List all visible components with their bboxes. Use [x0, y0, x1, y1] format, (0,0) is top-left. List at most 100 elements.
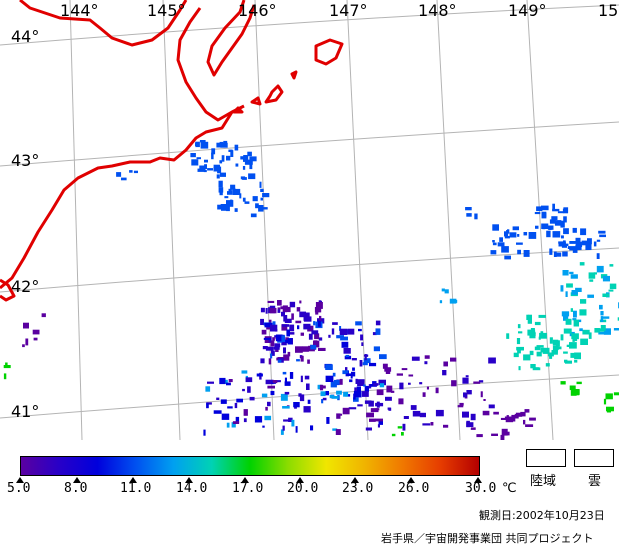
sst-pixel: [284, 391, 290, 395]
sst-pixel: [363, 358, 371, 364]
sst-pixel: [339, 328, 348, 335]
sst-pixel: [242, 197, 246, 202]
sst-pixel: [317, 320, 321, 327]
sst-pixel: [216, 397, 220, 400]
sst-pixel: [241, 370, 248, 374]
sst-pixel: [228, 188, 232, 195]
sst-pixel: [336, 390, 342, 395]
sst-pixel: [379, 383, 385, 388]
sst-pixel: [426, 386, 429, 390]
sst-pixel: [376, 401, 380, 408]
sst-pixel: [551, 350, 558, 355]
sst-pixel: [386, 385, 393, 393]
sst-pixel: [291, 313, 294, 320]
sst-pixel: [216, 142, 225, 148]
sst-pixel: [554, 220, 562, 226]
sst-pixel: [493, 411, 499, 415]
sst-pixel: [551, 216, 558, 221]
sst-pixel: [520, 411, 526, 417]
sst-pixel: [341, 341, 349, 348]
sst-pixel: [345, 354, 350, 357]
sst-pixel: [310, 344, 317, 350]
sst-pixel: [281, 311, 285, 317]
sst-pixel: [528, 314, 532, 320]
sst-pixel: [443, 424, 449, 428]
sst-pixel: [313, 321, 316, 326]
sst-pixel: [572, 318, 577, 321]
sst-pixel: [262, 346, 268, 350]
sst-pixel: [578, 319, 582, 323]
sst-pixel: [457, 405, 464, 408]
sst-pixel: [478, 380, 484, 383]
sst-pixel: [259, 181, 262, 188]
sst-pixel: [221, 155, 225, 162]
sst-pixel: [281, 339, 287, 346]
sst-pixel: [600, 311, 604, 316]
sst-pixel: [588, 272, 596, 279]
sst-pixel: [369, 362, 377, 367]
sst-pixel: [580, 299, 587, 304]
sst-pixel: [300, 375, 303, 383]
sst-pixel: [116, 172, 122, 177]
sst-pixel: [269, 308, 277, 314]
sst-pixel: [523, 419, 526, 425]
sst-pixel: [224, 196, 229, 199]
sst-pixel: [226, 155, 231, 161]
sst-pixel: [497, 242, 505, 247]
coastline-segment: [232, 106, 244, 114]
sst-pixel: [506, 431, 510, 436]
sst-pixel: [534, 346, 541, 351]
sst-pixel: [332, 372, 336, 377]
sst-pixel: [575, 244, 582, 250]
sst-pixel: [402, 423, 406, 431]
sst-pixel: [360, 334, 364, 341]
sst-pixel: [441, 288, 445, 292]
sst-pixel: [599, 234, 606, 238]
sst-pixel: [362, 391, 369, 397]
sst-pixel: [517, 234, 520, 237]
sst-pixel: [602, 275, 610, 282]
sst-pixel: [540, 347, 545, 353]
sst-pixel: [342, 370, 349, 375]
sst-pixel: [343, 348, 351, 354]
coastline-segment: [264, 84, 284, 104]
sst-pixel: [284, 377, 287, 384]
sst-pixel: [261, 393, 268, 398]
sst-pixel: [563, 351, 568, 354]
sst-pixel: [384, 367, 392, 372]
sst-pixel: [504, 231, 509, 237]
scale-tick-mark: [241, 477, 249, 483]
sst-pixel: [300, 332, 304, 336]
sst-pixel: [366, 412, 374, 418]
sst-pixel: [391, 433, 396, 437]
sst-pixel: [351, 371, 356, 377]
scale-tick-label: 20.0: [287, 481, 319, 496]
sst-pixel: [515, 412, 523, 417]
sst-pixel: [288, 417, 293, 422]
sst-pixel: [582, 329, 590, 335]
sst-pixel: [195, 142, 199, 146]
sst-pixel: [300, 355, 304, 362]
sst-pixel: [321, 385, 326, 389]
coastline: [0, 0, 344, 302]
sst-pixel: [470, 427, 476, 430]
sst-pixel: [133, 170, 138, 174]
sst-pixel: [439, 300, 443, 304]
sst-pixel: [299, 311, 306, 318]
sst-pixel: [280, 393, 288, 401]
sst-pixel: [399, 382, 404, 390]
sst-pixel: [474, 213, 478, 220]
sst-pixel: [589, 279, 594, 282]
sst-pixel: [606, 406, 614, 412]
sst-pixel: [572, 227, 577, 233]
sst-pixel: [552, 345, 559, 351]
sst-pixel: [307, 359, 310, 364]
sst-pixel: [129, 170, 133, 173]
sst-pixel: [558, 241, 566, 247]
sst-pixel: [261, 329, 267, 335]
sst-pixel: [265, 308, 268, 314]
sst-pixel: [248, 173, 256, 180]
sst-pixel: [283, 347, 286, 354]
sst-pixel: [33, 337, 38, 341]
sst-pixel: [293, 402, 300, 408]
